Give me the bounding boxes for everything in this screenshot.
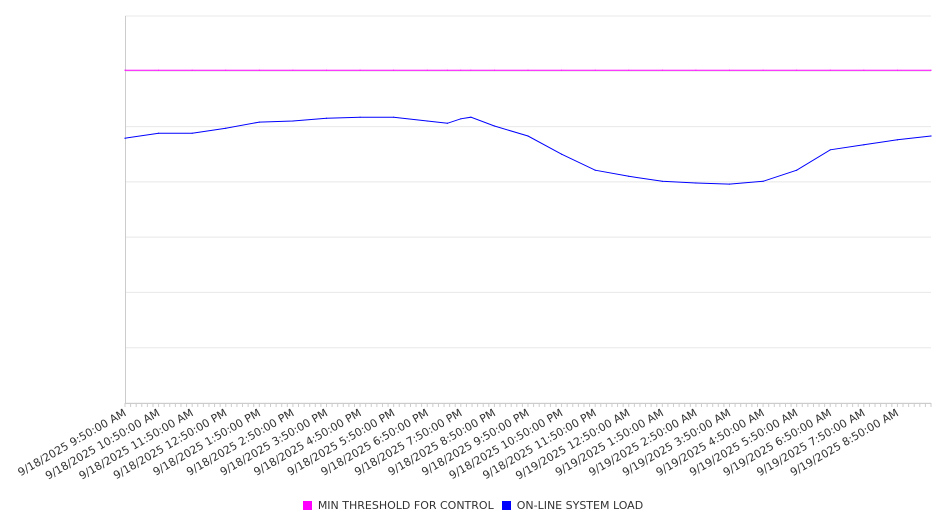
data-point (124, 137, 126, 139)
data-point (225, 127, 227, 129)
data-point (628, 175, 630, 177)
data-point (493, 125, 496, 127)
data-point (930, 69, 932, 71)
data-point (191, 132, 193, 134)
data-point (930, 135, 932, 137)
data-point (460, 118, 462, 120)
legend: MIN THRESHOLD FOR CONTROL ON-LINE SYSTEM … (0, 499, 946, 513)
data-point (460, 69, 462, 71)
data-point (796, 69, 798, 71)
data-point (493, 69, 496, 71)
data-point (728, 183, 731, 185)
data-point (863, 144, 865, 146)
data-point (628, 69, 630, 71)
data-point (191, 69, 193, 71)
data-point (594, 169, 596, 171)
data-point (258, 69, 260, 71)
data-point (258, 121, 260, 123)
data-point (393, 69, 395, 71)
data-point (393, 116, 395, 118)
data-point (359, 69, 361, 71)
data-point (359, 116, 361, 118)
data-point (560, 153, 563, 155)
data-point (446, 69, 448, 71)
data-point (446, 122, 448, 124)
data-point (325, 117, 328, 119)
data-point (426, 69, 428, 71)
data-point (594, 69, 596, 71)
data-point (728, 69, 731, 71)
data-point (470, 116, 472, 118)
data-point (527, 69, 529, 71)
legend-label: ON-LINE SYSTEM LOAD (516, 499, 644, 512)
data-point (325, 69, 328, 71)
data-point (829, 149, 831, 151)
legend-label: MIN THRESHOLD FOR CONTROL (317, 499, 494, 512)
legend-item[interactable]: ON-LINE SYSTEM LOAD (501, 499, 644, 512)
data-point (661, 180, 663, 182)
data-point (560, 69, 563, 71)
data-point (695, 69, 697, 71)
data-point (470, 69, 472, 71)
legend-swatch (302, 501, 312, 510)
data-point (796, 169, 798, 171)
data-point (157, 132, 160, 134)
data-point (762, 180, 764, 182)
data-point (695, 182, 697, 184)
data-point (896, 69, 899, 71)
data-point (661, 69, 663, 71)
data-point (292, 120, 294, 122)
data-point (527, 135, 529, 137)
data-point (225, 69, 227, 71)
data-point (124, 69, 126, 71)
data-point (896, 139, 899, 141)
series-line-1 (124, 116, 932, 185)
legend-swatch (501, 501, 511, 510)
data-point (829, 69, 831, 71)
data-point (426, 120, 428, 122)
data-point (292, 69, 294, 71)
legend-item[interactable]: MIN THRESHOLD FOR CONTROL (302, 499, 494, 512)
data-point (863, 69, 865, 71)
data-point (157, 69, 160, 71)
data-point (762, 69, 764, 71)
